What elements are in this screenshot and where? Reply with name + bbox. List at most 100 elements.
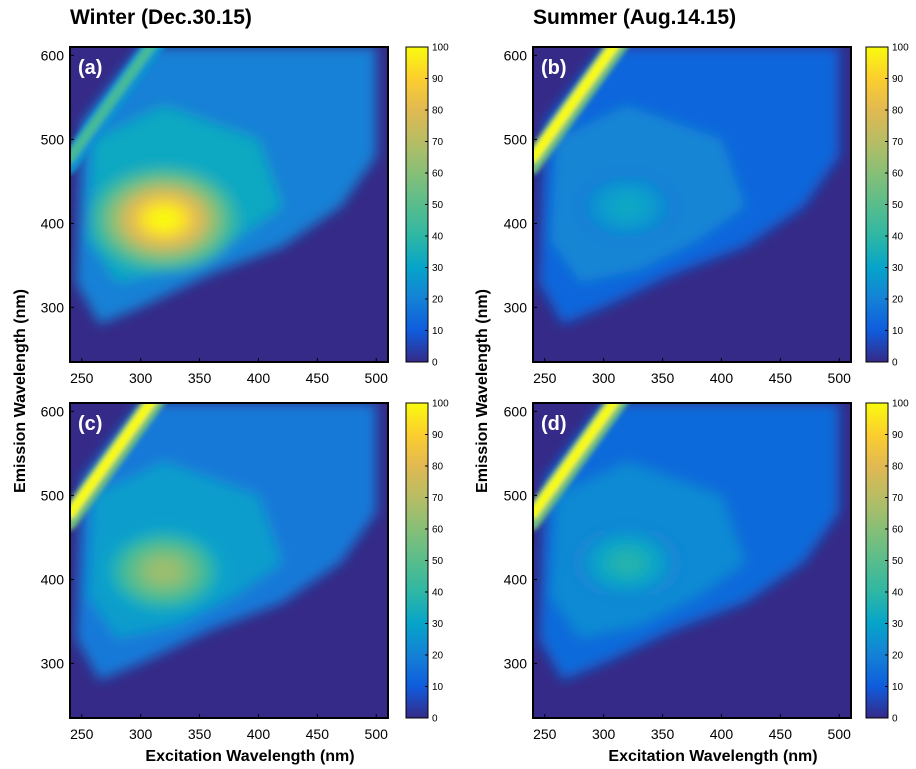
colorbar-tick-label: 40: [432, 232, 444, 243]
colorbar-d: [865, 402, 889, 719]
colorbar-tick-label: 30: [892, 619, 904, 630]
x-tick-label: 400: [247, 370, 271, 386]
x-tick-label: 350: [188, 726, 212, 742]
colorbar-tick-label: 50: [892, 556, 904, 567]
y-tick-label: 400: [41, 215, 65, 231]
x-tick-label: 500: [828, 726, 852, 742]
rayleigh-band-b: [533, 47, 629, 175]
x-tick-label: 500: [365, 370, 389, 386]
colorbar-tick-label: 30: [892, 263, 904, 274]
x-tick-label: 450: [306, 726, 330, 742]
x-tick-label: 250: [533, 726, 557, 742]
y-tick-label: 600: [504, 47, 528, 63]
plot-frame-c: [69, 402, 389, 719]
x-tick-label: 300: [592, 726, 616, 742]
colorbar-tick-label: 20: [432, 295, 444, 306]
y-tick-label: 400: [504, 215, 528, 231]
colorbar-tick-label: 0: [432, 714, 438, 725]
colorbar-tick-label: 90: [432, 430, 444, 441]
peak-ring-4: [151, 562, 177, 580]
colorbar-b: [865, 46, 889, 363]
x-tick-label: 300: [592, 370, 616, 386]
heatmap-panel-b: [533, 47, 851, 362]
fluorescence-region-a: [75, 47, 377, 325]
colorbar-tick-label: 100: [432, 43, 449, 54]
x-tick-label: 350: [651, 370, 675, 386]
colorbar-tick-label: 40: [432, 588, 444, 599]
colorbar-tick-label: 70: [432, 493, 444, 504]
x-tick-label: 350: [188, 370, 212, 386]
colorbar-a: [405, 46, 429, 363]
x-tick-label: 250: [70, 726, 94, 742]
colorbar-tick-label: 20: [432, 651, 444, 662]
panel-label-d: (d): [541, 413, 567, 435]
colorbar-tick-label: 100: [892, 43, 909, 54]
rayleigh-band-core: [533, 403, 620, 519]
y-tick-label: 400: [504, 571, 528, 587]
colorbar-tick-label: 90: [892, 430, 904, 441]
colorbar-tick-label: 80: [892, 106, 904, 117]
colorbar-tick-label: 50: [432, 556, 444, 567]
x-tick-label: 400: [710, 370, 734, 386]
colorbar-tick-label: 50: [892, 200, 904, 211]
colorbar-tick-label: 70: [432, 137, 444, 148]
x-tick-label: 250: [70, 370, 94, 386]
colorbar-tick-label: 10: [432, 326, 444, 337]
y-tick-label: 500: [41, 487, 65, 503]
y-tick-label: 500: [504, 131, 528, 147]
rayleigh-band-d: [533, 403, 629, 531]
colorbar-tick-label: 100: [432, 399, 449, 410]
y-tick-label: 300: [504, 299, 528, 315]
colorbar-tick-label: 90: [432, 74, 444, 85]
x-tick-label: 450: [306, 370, 330, 386]
panel-label-a: (a): [78, 57, 102, 79]
colorbar-tick-label: 50: [432, 200, 444, 211]
colorbar-tick-label: 60: [892, 525, 904, 536]
x-tick-label: 400: [247, 726, 271, 742]
colorbar-tick-label: 80: [432, 462, 444, 473]
heatmap-panel-d: [533, 403, 851, 718]
column-title-summer: Summer (Aug.14.15): [533, 6, 737, 29]
rayleigh-band-core: [70, 47, 157, 163]
y-tick-label: 400: [41, 571, 65, 587]
colorbar-tick-label: 100: [892, 399, 909, 410]
x-axis-label-left: Excitation Wavelength (nm): [145, 748, 355, 765]
colorbar-tick-label: 0: [432, 358, 438, 369]
fluorescence-region-b: [538, 47, 840, 325]
rayleigh-band-a: [70, 47, 166, 175]
rayleigh-band-c: [70, 403, 166, 531]
y-tick-label: 300: [41, 299, 65, 315]
x-tick-label: 500: [365, 726, 389, 742]
y-tick-label: 600: [504, 403, 528, 419]
peak-ring-4: [616, 554, 639, 571]
colorbar-tick-label: 10: [892, 326, 904, 337]
plot-frame-d: [532, 402, 852, 719]
colorbar-tick-label: 80: [892, 462, 904, 473]
y-tick-label: 300: [504, 655, 528, 671]
colorbar-tick-label: 60: [432, 525, 444, 536]
colorbar-tick-label: 80: [432, 106, 444, 117]
colorbar-c: [405, 402, 429, 719]
fluorescence-region-c: [75, 403, 377, 681]
colorbar-tick-label: 30: [432, 619, 444, 630]
colorbar-tick-label: 10: [892, 682, 904, 693]
colorbar-tick-label: 60: [892, 169, 904, 180]
colorbar-tick-label: 40: [892, 588, 904, 599]
fluorescence-region-d: [538, 403, 840, 681]
y-tick-label: 600: [41, 403, 65, 419]
colorbar-tick-label: 90: [892, 74, 904, 85]
colorbar-tick-label: 20: [892, 295, 904, 306]
peak-ring-4: [616, 199, 638, 215]
colorbar-tick-label: 0: [892, 358, 898, 369]
colorbar-tick-label: 20: [892, 651, 904, 662]
x-tick-label: 250: [533, 370, 557, 386]
column-title-winter: Winter (Dec.30.15): [70, 6, 252, 29]
panel-label-b: (b): [541, 57, 567, 79]
colorbar-tick-label: 70: [892, 137, 904, 148]
colorbar-tick-label: 40: [892, 232, 904, 243]
heatmap-panel-a: [70, 47, 388, 362]
heatmap-panel-c: [70, 403, 388, 718]
y-tick-label: 600: [41, 47, 65, 63]
